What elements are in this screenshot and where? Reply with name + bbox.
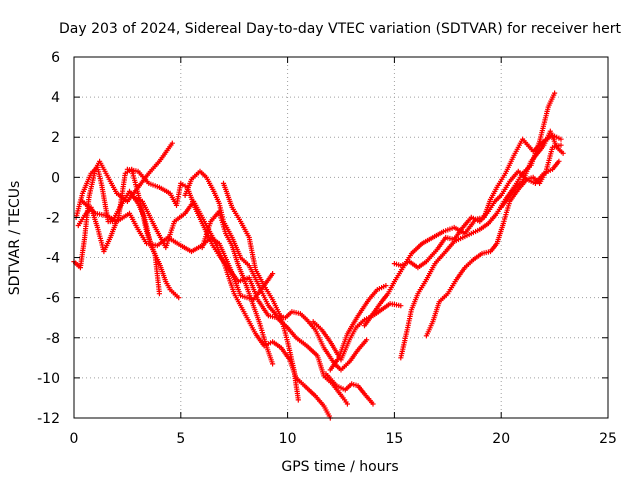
y-tick-label: -2 [46, 210, 60, 226]
series-trace [425, 144, 562, 337]
series-markers [131, 194, 333, 421]
y-tick-label: -4 [46, 251, 60, 267]
x-tick-label: 5 [176, 431, 185, 447]
y-tick-label: 6 [51, 50, 60, 66]
series-9 [220, 180, 301, 403]
series-11 [327, 283, 389, 373]
series-10 [310, 301, 404, 363]
plot-frame [73, 56, 609, 419]
y-axis-title: SDTVAR / TECUs [7, 181, 23, 296]
series-14 [391, 158, 562, 271]
series-trace [325, 373, 374, 405]
x-tick-label: 0 [70, 431, 79, 447]
series-15 [398, 90, 558, 361]
y-tick-label: 4 [51, 90, 60, 106]
x-tick-label: 10 [279, 431, 297, 447]
y-tick-label: 0 [51, 170, 60, 186]
series-layer [71, 90, 566, 421]
series-markers [323, 371, 376, 407]
y-tick-label: -6 [46, 291, 60, 307]
series-16 [423, 142, 564, 339]
series-12 [323, 371, 376, 407]
tick-layer: 0 5 10 15 20 25 -12 -10 -8 -6 -4 -2 0 2 4 6 [37, 50, 617, 447]
x-tick-label: 15 [385, 431, 403, 447]
series-trace [400, 92, 556, 358]
x-tick-label: 25 [599, 431, 617, 447]
series-8 [199, 208, 276, 367]
series-markers [423, 142, 564, 339]
series-markers [391, 158, 562, 271]
series-markers [398, 90, 558, 361]
grid-layer [74, 57, 608, 418]
series-3 [75, 166, 162, 297]
series-2 [73, 164, 182, 301]
series-markers [73, 164, 182, 301]
series-markers [75, 166, 162, 297]
series-markers [327, 283, 389, 373]
y-tick-label: -8 [46, 331, 60, 347]
x-tick-label: 20 [492, 431, 510, 447]
series-markers [220, 180, 301, 403]
y-tick-label: -10 [37, 371, 60, 387]
series-markers [199, 208, 276, 367]
x-axis-title: GPS time / hours [281, 459, 398, 475]
y-tick-label: 2 [51, 130, 60, 146]
series-6 [131, 194, 333, 421]
series-markers [182, 168, 370, 373]
series-markers [498, 128, 566, 210]
y-tick-label: -12 [37, 411, 60, 427]
chart-title: Day 203 of 2024, Sidereal Day-to-day VTE… [59, 21, 621, 37]
series-17 [498, 128, 566, 210]
series-trace [184, 170, 368, 371]
